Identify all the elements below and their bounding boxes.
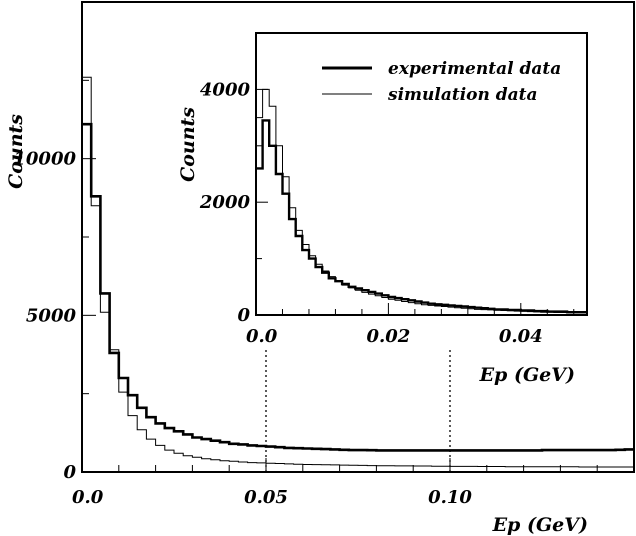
main-reference-lines bbox=[265, 349, 451, 472]
inset-legend: experimental data simulation data bbox=[322, 59, 561, 105]
inset-y-tick-label: 2000 bbox=[199, 192, 251, 213]
main-y-axis-title: Counts bbox=[5, 114, 27, 189]
main-series-experimental bbox=[82, 122, 634, 452]
inset-x-tick-label: 0.04 bbox=[499, 326, 543, 347]
inset-x-tick-label: 0.02 bbox=[366, 326, 410, 347]
inset-tick-labels: 0.0 0.02 0.04 0 2000 4000 bbox=[199, 79, 543, 347]
main-histogram: 0.0 0.05 0.10 0 5000 10000 Ep (GeV) Counts bbox=[5, 1, 635, 536]
inset-background bbox=[256, 33, 587, 315]
inset-x-tick-label: 0.0 bbox=[246, 326, 278, 347]
main-ticks bbox=[81, 1, 635, 473]
legend-label-simulation: simulation data bbox=[387, 85, 538, 105]
main-x-tick-label: 0.10 bbox=[428, 487, 472, 508]
main-x-tick-label: 0.05 bbox=[244, 487, 288, 508]
main-tick-labels: 0.0 0.05 0.10 0 5000 10000 bbox=[13, 149, 472, 508]
inset-x-axis-title: Ep (GeV) bbox=[479, 364, 575, 386]
inset-y-tick-label: 0 bbox=[237, 305, 250, 326]
inset-plot-frame bbox=[255, 32, 588, 316]
main-x-axis-title: Ep (GeV) bbox=[492, 514, 588, 536]
main-series-group bbox=[82, 76, 634, 468]
inset-y-tick-label: 4000 bbox=[200, 79, 251, 100]
main-series-simulation bbox=[82, 76, 634, 468]
inset-y-axis-title: Counts bbox=[177, 107, 199, 182]
main-y-tick-label: 10000 bbox=[13, 149, 76, 170]
inset-ticks bbox=[255, 32, 575, 316]
inset-histogram: 0.0 0.02 0.04 0 2000 4000 Ep (GeV) Counts exp… bbox=[177, 32, 588, 386]
main-y-tick-label: 0 bbox=[63, 462, 76, 483]
legend-label-experimental: experimental data bbox=[388, 59, 561, 79]
main-x-tick-label: 0.0 bbox=[72, 487, 104, 508]
main-y-tick-label: 5000 bbox=[26, 305, 77, 326]
